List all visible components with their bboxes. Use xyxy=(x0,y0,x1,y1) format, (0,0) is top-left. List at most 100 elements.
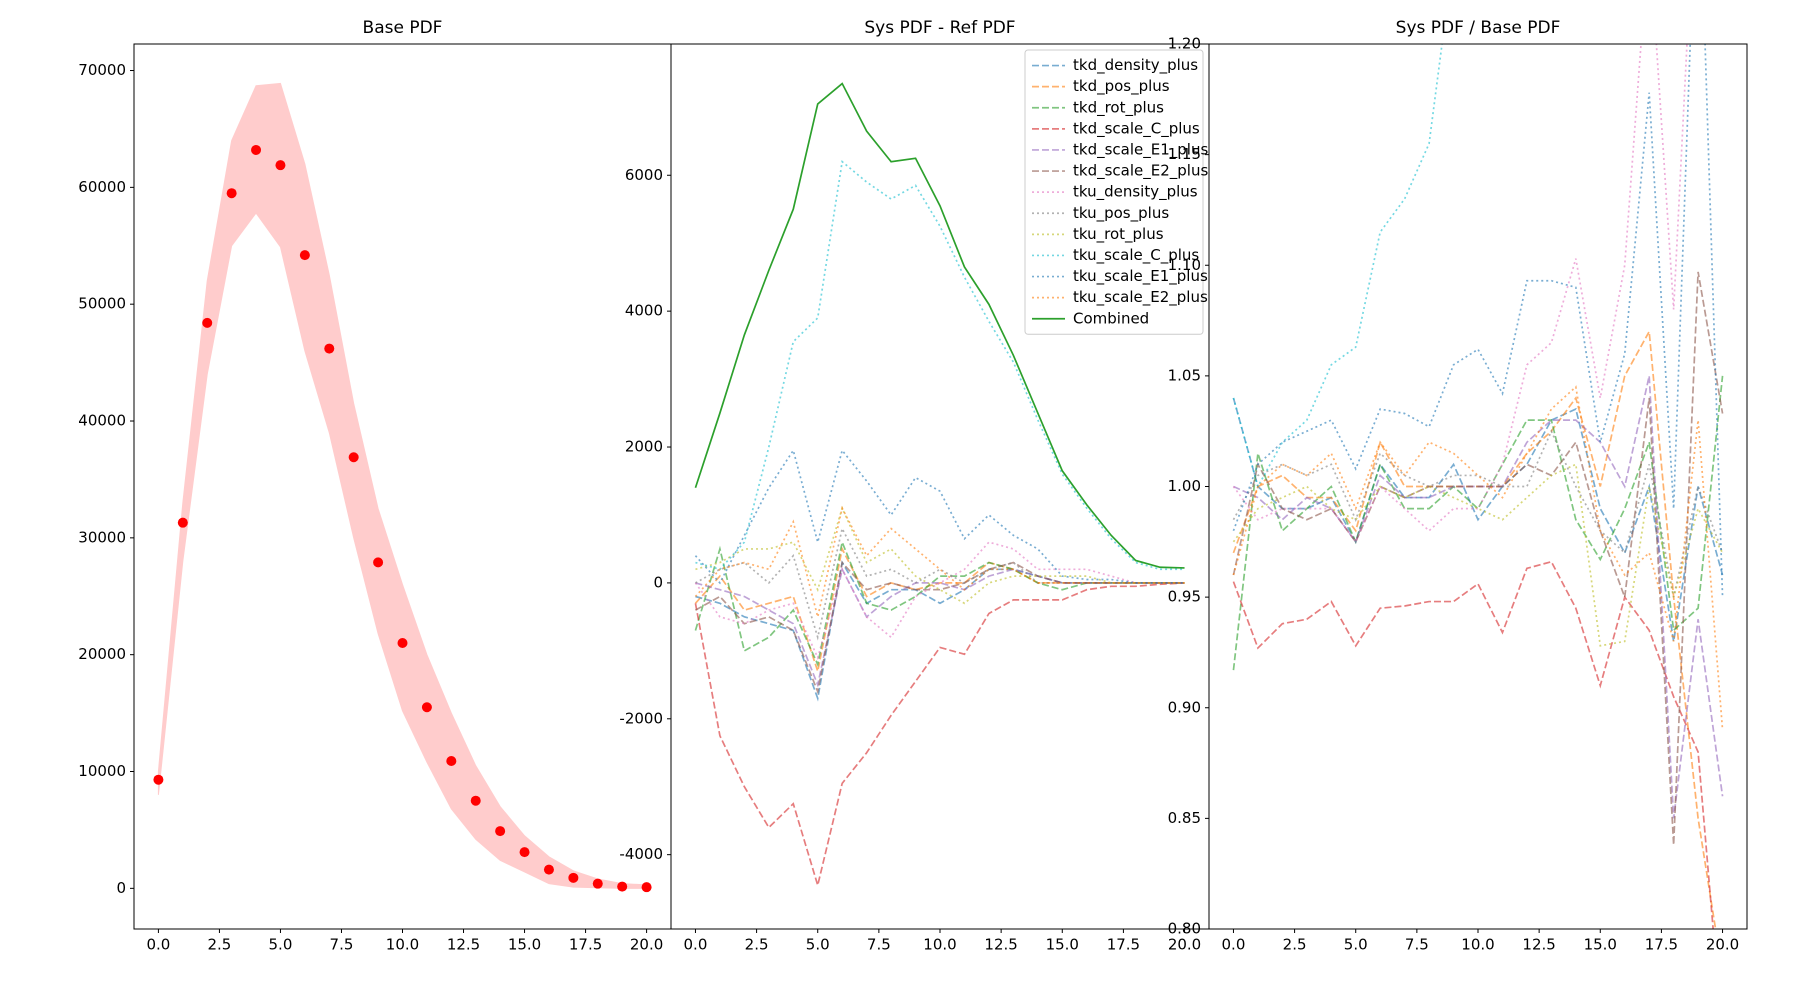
data-point xyxy=(373,557,384,568)
x-tick-label: 15.0 xyxy=(1584,936,1617,954)
x-tick-label: 20.0 xyxy=(1706,936,1739,954)
y-tick-label: 0 xyxy=(116,879,126,897)
series-line xyxy=(1232,429,1724,598)
x-tick-label: 10.0 xyxy=(386,936,419,954)
panel-title: Base PDF xyxy=(363,18,443,38)
y-tick-label: 0.80 xyxy=(1168,920,1201,938)
data-point xyxy=(348,452,359,463)
x-tick-label: 0.0 xyxy=(684,936,708,954)
x-tick-label: 5.0 xyxy=(1344,936,1368,954)
data-point xyxy=(324,343,335,354)
series-line xyxy=(695,560,1185,695)
y-tick-label: 6000 xyxy=(625,166,663,184)
data-point xyxy=(153,774,164,785)
plot-area xyxy=(1232,44,1724,929)
legend-label: tku_density_plus xyxy=(1073,183,1198,202)
legend-label: tkd_scale_E1_plus xyxy=(1073,140,1208,159)
y-tick-label: 1.20 xyxy=(1168,35,1201,53)
y-tick-label: 10000 xyxy=(78,762,126,780)
x-tick-label: 7.5 xyxy=(1405,936,1429,954)
legend-label: tku_scale_E1_plus xyxy=(1073,267,1208,286)
legend-label: tkd_pos_plus xyxy=(1073,77,1170,96)
series-line xyxy=(694,505,1185,618)
legend-label: Combined xyxy=(1073,309,1149,327)
plot-area xyxy=(153,82,652,893)
data-point xyxy=(495,826,506,837)
data-point xyxy=(568,872,579,883)
y-tick-label: 1.15 xyxy=(1168,145,1201,163)
y-tick-label: -2000 xyxy=(619,709,663,727)
x-tick-label: 2.5 xyxy=(208,936,232,954)
data-point xyxy=(251,144,262,155)
x-tick-label: 10.0 xyxy=(923,936,956,954)
data-point xyxy=(543,864,554,875)
legend-label: tku_pos_plus xyxy=(1073,204,1169,223)
x-tick-label: 0.0 xyxy=(146,936,170,954)
legend-box xyxy=(1024,49,1204,335)
data-point xyxy=(202,317,213,328)
axes-frame xyxy=(1208,43,1748,930)
data-point xyxy=(641,882,652,893)
series-line xyxy=(1232,44,1723,544)
x-tick-label: 17.5 xyxy=(1645,936,1678,954)
x-tick-label: 2.5 xyxy=(1283,936,1307,954)
x-tick-label: 2.5 xyxy=(745,936,769,954)
series-line xyxy=(695,160,1185,571)
data-point xyxy=(519,847,530,858)
series-line xyxy=(695,505,1185,605)
y-tick-label: 1.05 xyxy=(1168,366,1201,384)
legend-label: tku_scale_C_plus xyxy=(1073,246,1199,265)
data-point xyxy=(421,702,432,713)
data-point xyxy=(617,881,628,892)
x-tick-label: 0.0 xyxy=(1222,936,1246,954)
y-tick-label: 30000 xyxy=(78,528,126,546)
x-tick-label: 12.5 xyxy=(447,936,480,954)
series-line xyxy=(1232,560,1714,929)
legend-label: tkd_scale_E2_plus xyxy=(1073,162,1208,181)
x-tick-label: 12.5 xyxy=(1522,936,1555,954)
data-point xyxy=(397,637,408,648)
data-point xyxy=(470,795,481,806)
y-tick-label: 0.85 xyxy=(1168,809,1201,827)
y-tick-label: -4000 xyxy=(619,845,663,863)
legend-label: tkd_scale_C_plus xyxy=(1073,119,1200,138)
series-line xyxy=(1232,463,1724,647)
series-line xyxy=(1232,44,1443,489)
x-tick-label: 7.5 xyxy=(867,936,891,954)
x-tick-label: 7.5 xyxy=(330,936,354,954)
y-tick-label: 20000 xyxy=(78,645,126,663)
series-line xyxy=(694,546,1185,675)
y-tick-label: 4000 xyxy=(625,302,663,320)
x-tick-label: 15.0 xyxy=(508,936,541,954)
legend-label: tkd_rot_plus xyxy=(1073,98,1164,117)
legend-label: tku_scale_E2_plus xyxy=(1073,288,1208,307)
series-line xyxy=(695,560,1185,702)
series-line xyxy=(694,82,1185,569)
data-point xyxy=(446,755,457,766)
series-line xyxy=(1232,271,1724,845)
data-point xyxy=(177,517,188,528)
legend-label: tku_rot_plus xyxy=(1073,225,1164,244)
y-tick-label: 1.00 xyxy=(1168,477,1201,495)
y-tick-label: 0.90 xyxy=(1168,698,1201,716)
x-tick-label: 15.0 xyxy=(1046,936,1079,954)
y-tick-label: 1.10 xyxy=(1168,256,1201,274)
y-tick-label: 40000 xyxy=(78,412,126,430)
axes-background xyxy=(134,44,671,929)
series-line xyxy=(694,541,1185,661)
series-line xyxy=(694,582,1185,889)
y-tick-label: 50000 xyxy=(78,295,126,313)
x-tick-label: 17.5 xyxy=(569,936,602,954)
x-tick-label: 17.5 xyxy=(1107,936,1140,954)
series-line xyxy=(694,448,1185,585)
panel-title: Sys PDF / Base PDF xyxy=(1396,18,1561,38)
x-tick-label: 5.0 xyxy=(806,936,830,954)
y-tick-label: 0 xyxy=(653,573,663,591)
panel-title: Sys PDF - Ref PDF xyxy=(864,18,1015,38)
y-tick-label: 70000 xyxy=(78,61,126,79)
y-tick-label: 2000 xyxy=(625,438,663,456)
x-tick-label: 5.0 xyxy=(269,936,293,954)
x-tick-label: 10.0 xyxy=(1461,936,1494,954)
